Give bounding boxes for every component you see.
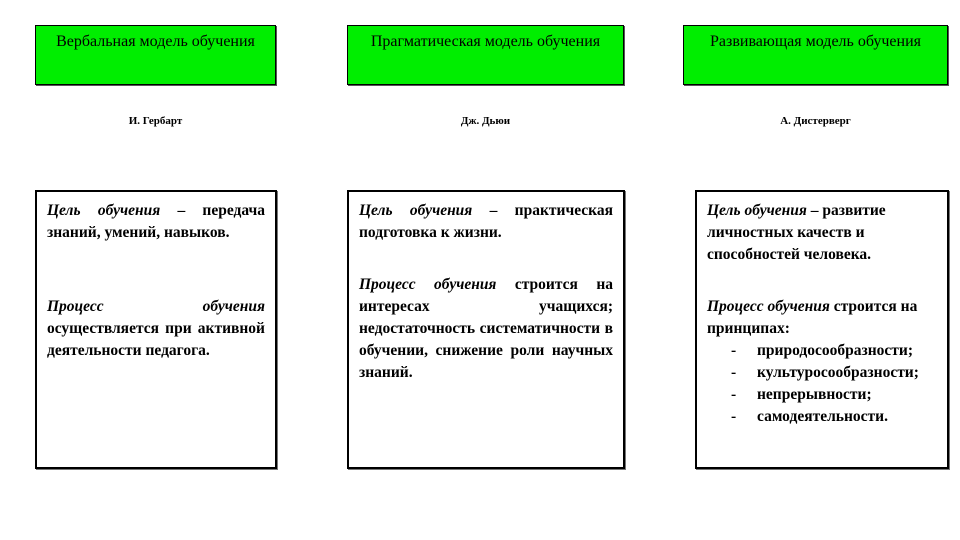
goal-label: Цель обучения [707, 202, 807, 219]
process-text: осуществляется при активной деятельности… [47, 320, 265, 359]
process-paragraph: Процесс обучения строится на принципах: [707, 296, 937, 340]
model-description-verbal: Цель обучения – передача знаний, умений,… [35, 190, 277, 469]
process-label: Процесс обучения [359, 276, 497, 293]
goal-paragraph: Цель обучения – практическая подготовка … [359, 200, 613, 244]
list-item: самодеятельности. [729, 406, 937, 428]
process-label: Процесс обучения [47, 298, 265, 315]
goal-paragraph: Цель обучения – передача знаний, умений,… [47, 200, 265, 244]
process-label: Процесс обучения [707, 298, 830, 315]
model-title-developing: Развивающая модель обучения [683, 25, 948, 85]
author-developing: А. Дистерверг [780, 115, 851, 127]
goal-paragraph: Цель обучения – развитие личностных каче… [707, 200, 937, 266]
list-item: непрерывности; [729, 384, 937, 406]
list-item: природосообразности; [729, 340, 937, 362]
model-description-developing: Цель обучения – развитие личностных каче… [695, 190, 949, 469]
goal-text: – развитие личностных качеств и способно… [707, 202, 886, 263]
process-text: строится на интересах учащихся; недостат… [359, 276, 613, 381]
model-title-pragmatic: Прагматическая модель обучения [347, 25, 624, 85]
goal-text: – практическая подготовка к жизни. [359, 202, 613, 241]
author-pragmatic: Дж. Дьюи [460, 115, 511, 127]
principles-list: природосообразности; культуросообразност… [707, 340, 937, 428]
model-title-verbal: Вербальная модель обучения [35, 25, 276, 85]
process-paragraph: Процесс обучения осуществляется при акти… [47, 296, 265, 362]
goal-text: – передача знаний, умений, навыков. [47, 202, 265, 241]
model-description-pragmatic: Цель обучения – практическая подготовка … [347, 190, 625, 469]
list-item: культуросообразности; [729, 362, 937, 384]
author-verbal: И. Гербарт [128, 115, 183, 127]
process-paragraph: Процесс обучения строится на интересах у… [359, 274, 613, 384]
process-text: строится на принципах: [707, 298, 918, 337]
goal-label: Цель обучения [47, 202, 161, 219]
goal-label: Цель обучения [359, 202, 473, 219]
